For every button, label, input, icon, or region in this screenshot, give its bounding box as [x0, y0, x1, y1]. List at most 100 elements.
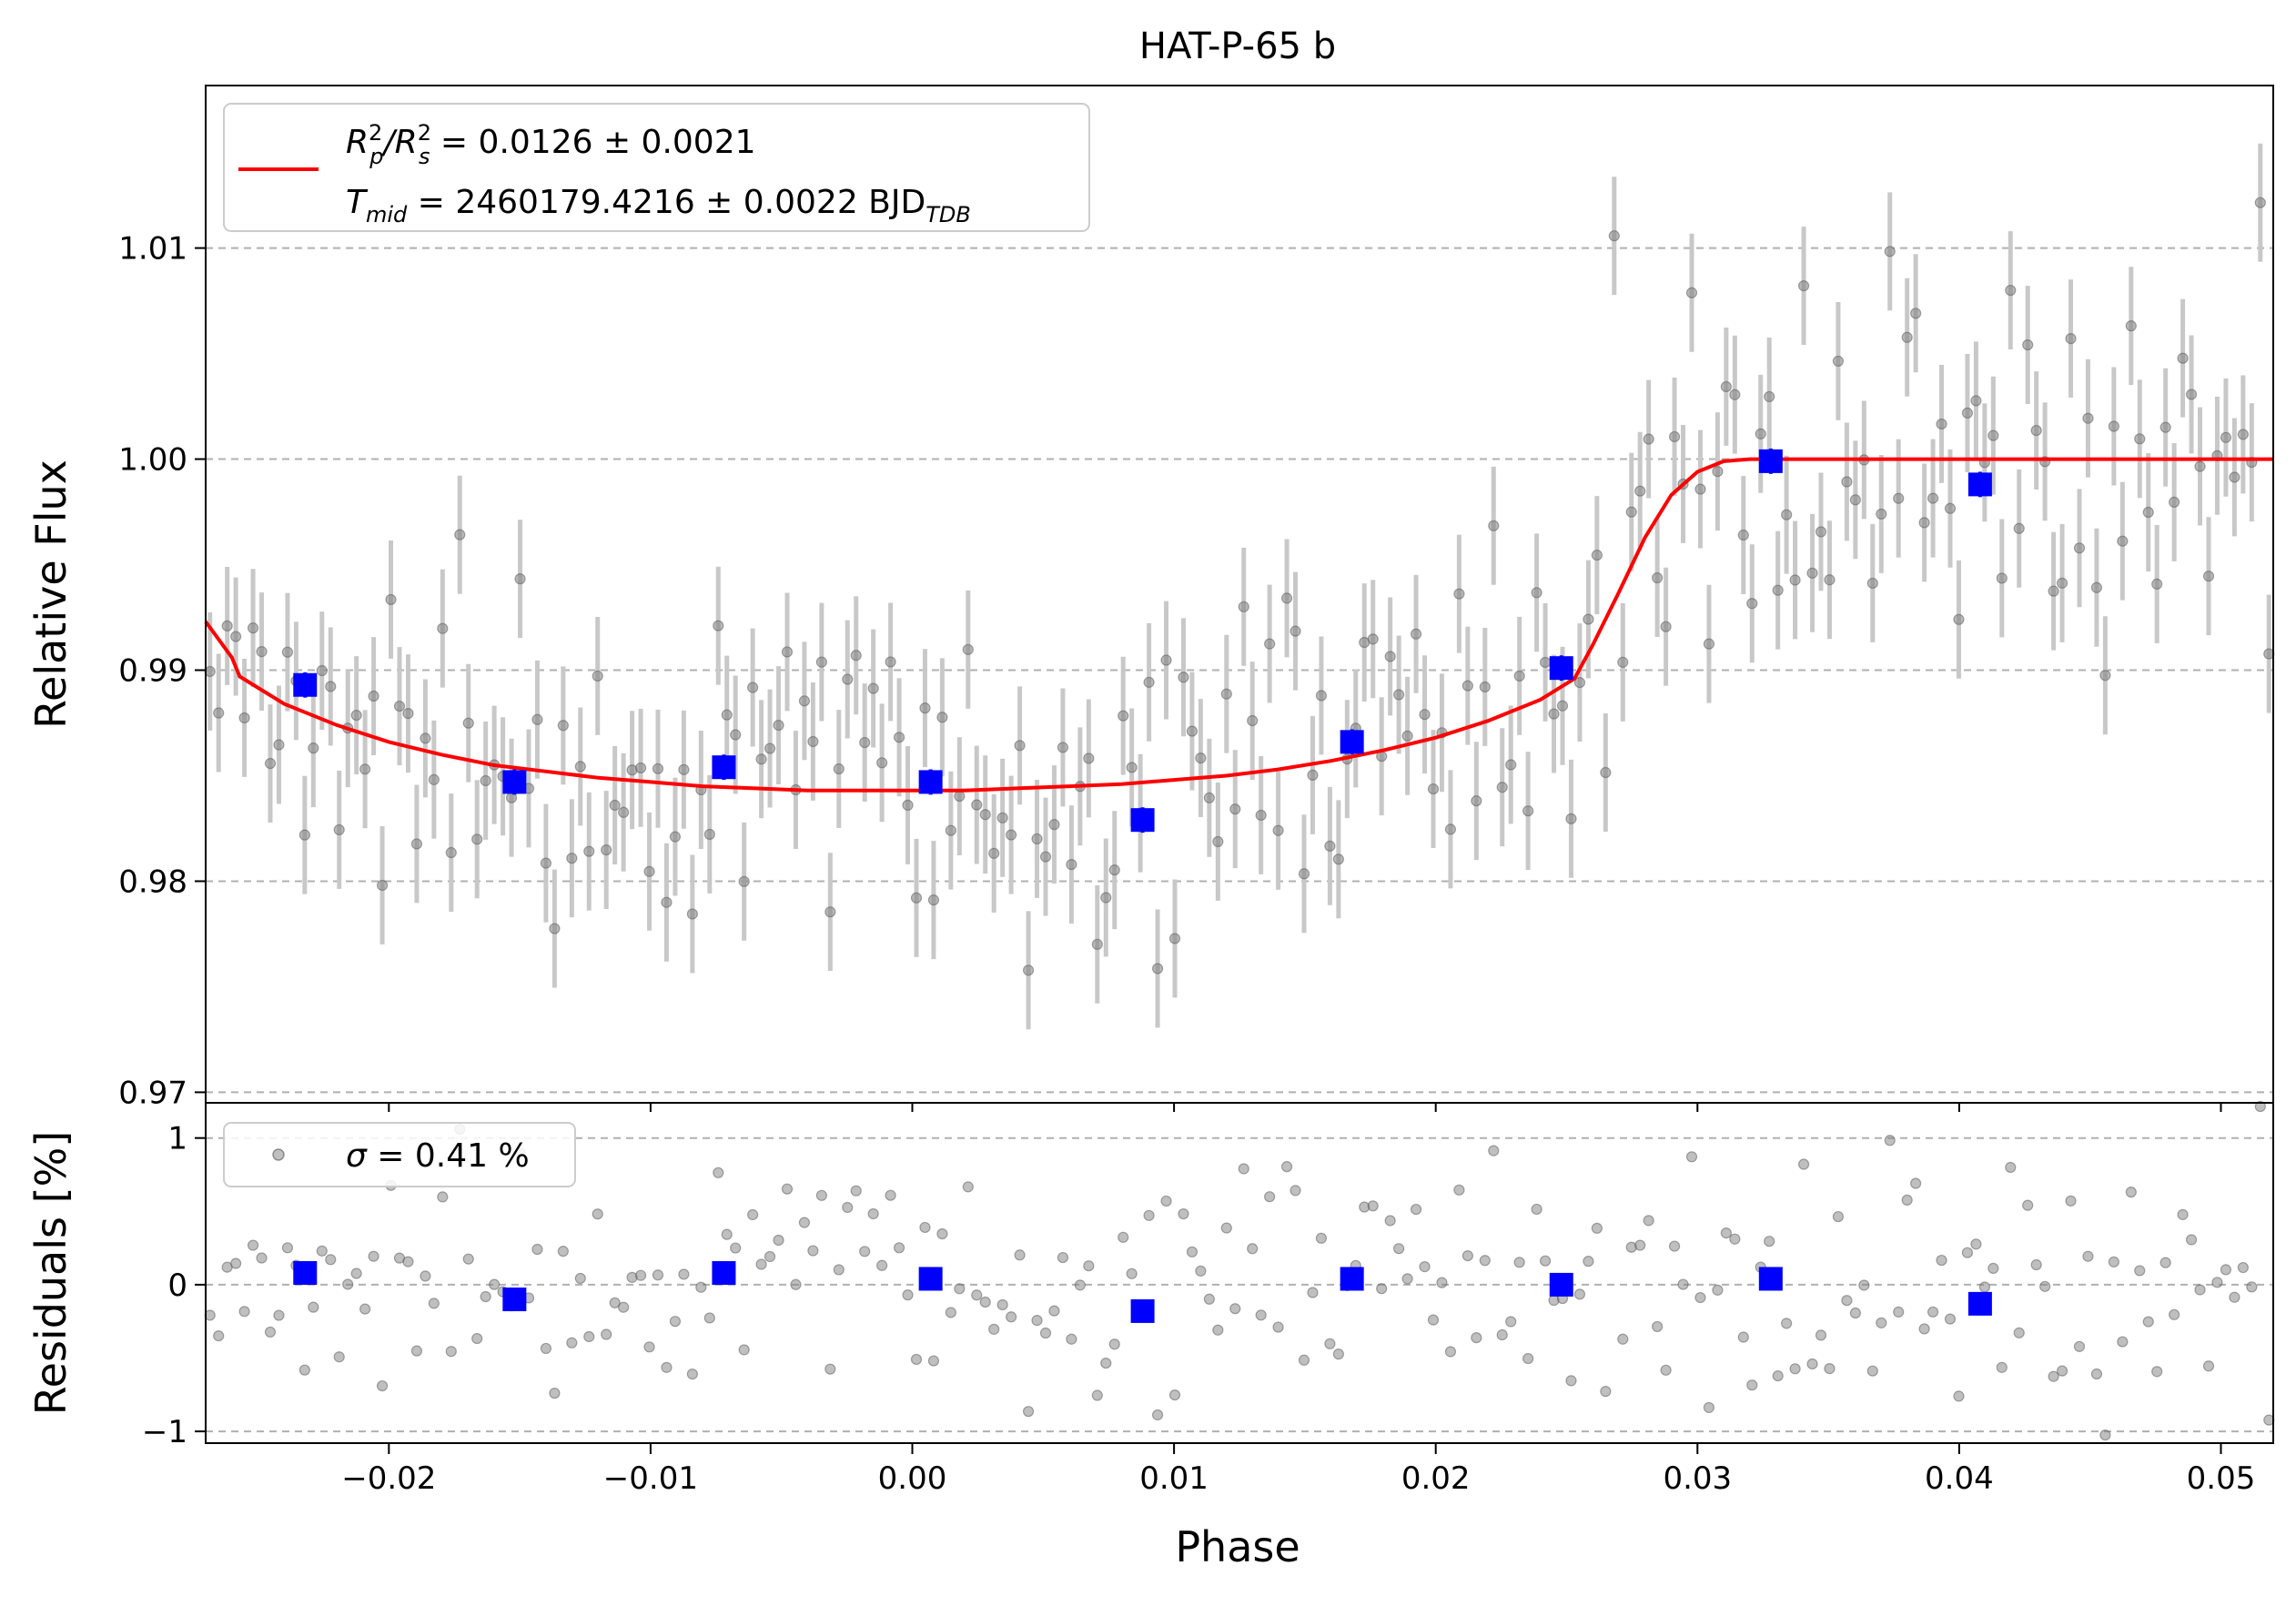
residual-point — [1479, 1255, 1491, 1267]
residual-point — [1332, 1348, 1344, 1360]
residual-point — [971, 1289, 983, 1301]
data-point — [1953, 613, 1965, 625]
data-point — [549, 923, 561, 934]
residual-point — [1195, 1265, 1207, 1277]
data-point — [713, 620, 724, 631]
data-point — [1944, 502, 1957, 514]
data-point — [2099, 670, 2111, 682]
data-point — [2229, 471, 2240, 483]
data-point — [256, 645, 268, 658]
residual-point — [489, 1278, 501, 1290]
legend-radius-ratio-label: R2 p/R2 s = 0.0126 ± 0.0021 — [346, 120, 756, 169]
data-point — [738, 875, 750, 887]
data-point — [867, 682, 879, 694]
residual-point — [2185, 1234, 2198, 1246]
top-y-tick-label: 1.00 — [118, 442, 187, 479]
bottom-x-tick-label: 0.03 — [1663, 1460, 1732, 1497]
residual-point — [2134, 1265, 2146, 1277]
legend-sigma-label: σ = 0.41 % — [346, 1137, 530, 1175]
residual-point — [1427, 1314, 1440, 1326]
residual-point — [2142, 1316, 2154, 1328]
data-point — [2090, 581, 2103, 593]
data-point — [850, 650, 862, 662]
legend-tmid-label: Tmid = 2460179.4216 ± 0.0022 BJDTDB — [346, 184, 971, 227]
data-point — [893, 732, 905, 743]
residual-point — [2194, 1284, 2206, 1296]
data-point — [1151, 963, 1164, 975]
residual-point — [592, 1208, 603, 1220]
residual-point — [2117, 1336, 2129, 1348]
binned-point — [712, 755, 736, 780]
residual-point — [2099, 1429, 2111, 1441]
data-point — [2177, 352, 2189, 364]
bottom-x-tick-label: −0.01 — [603, 1460, 698, 1497]
data-point — [1660, 621, 1672, 632]
residual-point — [1143, 1209, 1155, 1221]
binned-point — [1340, 730, 1364, 754]
data-point — [1298, 868, 1310, 880]
data-point — [350, 709, 362, 722]
legend-rs-sub: s — [419, 144, 430, 169]
data-point — [566, 853, 578, 864]
data-point — [1255, 809, 1267, 822]
residual-point — [462, 1253, 474, 1265]
bottom-x-tick-label: 0.04 — [1925, 1460, 1994, 1497]
residual-point — [1866, 1365, 1878, 1377]
bottom-x-tick-label: 0.02 — [1401, 1460, 1471, 1497]
data-point — [1961, 407, 1974, 419]
residual-point — [755, 1258, 767, 1270]
residual-point — [678, 1268, 690, 1280]
residual-point — [1591, 1222, 1603, 1234]
residual-point — [661, 1361, 673, 1373]
residual-point — [2151, 1366, 2163, 1378]
residual-point — [574, 1272, 586, 1285]
data-point — [721, 709, 733, 721]
residual-point — [1255, 1309, 1267, 1321]
data-point — [1893, 492, 1905, 504]
residual-point — [1083, 1260, 1095, 1272]
residual-point — [859, 1246, 871, 1258]
data-point — [936, 712, 948, 723]
data-point — [1203, 792, 1215, 803]
data-point — [919, 702, 931, 714]
data-point — [1453, 588, 1465, 600]
residual-point — [893, 1242, 905, 1254]
data-point — [842, 673, 854, 685]
data-point — [2073, 542, 2086, 554]
data-point — [1668, 430, 1681, 443]
residual-point — [1324, 1338, 1336, 1349]
residual-point — [1471, 1332, 1482, 1344]
data-point — [281, 646, 294, 658]
residual-point — [342, 1278, 354, 1290]
residual-point — [2169, 1308, 2180, 1320]
residual-point — [2039, 1280, 2051, 1292]
residual-point — [773, 1234, 784, 1247]
residual-point — [325, 1254, 337, 1266]
residual-point — [1677, 1278, 1689, 1290]
data-point — [773, 719, 784, 732]
residual-point — [601, 1328, 612, 1340]
residual-point — [954, 1283, 966, 1295]
data-point — [1643, 433, 1654, 445]
residual-point — [1781, 1318, 1793, 1329]
residual-point — [2056, 1365, 2068, 1377]
residual-point — [790, 1278, 802, 1290]
residual-point — [1151, 1409, 1164, 1421]
binned-point — [1130, 808, 1155, 833]
residual-point — [1307, 1287, 1319, 1298]
data-point — [1720, 380, 1732, 393]
data-point — [1427, 783, 1440, 795]
data-point — [1315, 690, 1328, 702]
data-point — [1539, 656, 1552, 669]
residual-point — [1006, 1311, 1017, 1323]
bottom-x-tick-label: 0.05 — [2187, 1460, 2256, 1497]
residual-point — [247, 1239, 259, 1251]
residual-point — [738, 1344, 750, 1356]
data-point — [2108, 420, 2119, 432]
data-point — [1737, 529, 1749, 541]
residual-point — [2229, 1291, 2240, 1303]
residual-point — [1712, 1284, 1724, 1296]
binned-residual-point — [1340, 1267, 1364, 1291]
